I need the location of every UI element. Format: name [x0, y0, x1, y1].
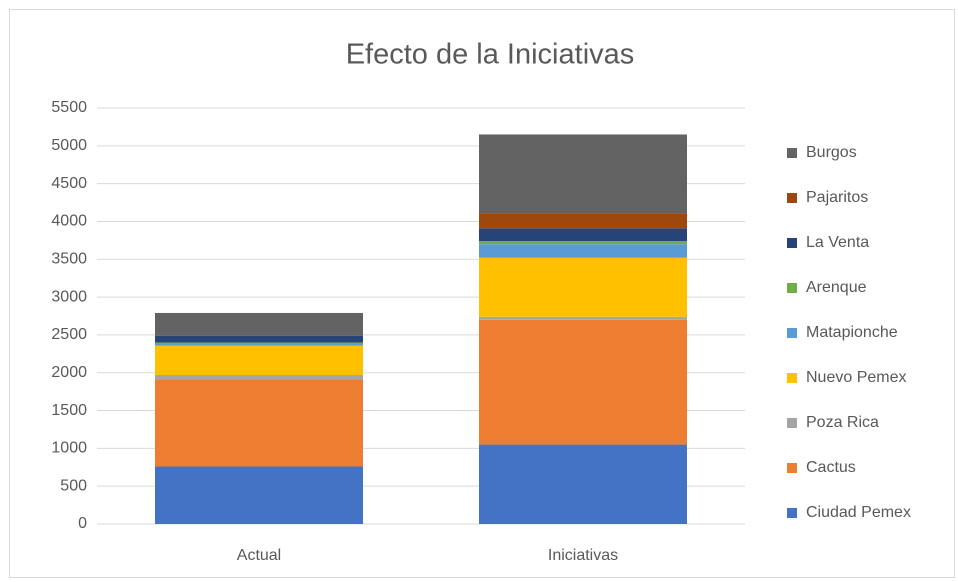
legend-label: Cactus — [806, 459, 856, 476]
bar-segment — [155, 374, 363, 380]
y-tick-label: 0 — [78, 515, 87, 532]
bar-segment — [155, 335, 363, 343]
bar-segment — [155, 343, 363, 346]
legend-label: Poza Rica — [806, 414, 879, 431]
y-tick-label: 2000 — [51, 364, 87, 381]
bar-segment — [155, 342, 363, 344]
legend-label: Burgos — [806, 144, 857, 161]
bar-segment — [479, 444, 687, 524]
legend-swatch — [787, 328, 797, 338]
bar-segment — [155, 466, 363, 524]
chart-title: Efecto de la Iniciativas — [346, 39, 635, 71]
legend-swatch — [787, 463, 797, 473]
y-tick-label: 3500 — [51, 250, 87, 267]
bar-segment — [155, 345, 363, 375]
y-tick-label: 3000 — [51, 288, 87, 305]
y-tick-label: 4000 — [51, 213, 87, 230]
legend-label: Ciudad Pemex — [806, 504, 911, 521]
legend-swatch — [787, 238, 797, 248]
legend-swatch — [787, 418, 797, 428]
bar-segment — [155, 312, 363, 336]
bar-segment — [479, 257, 687, 317]
bar-segment — [479, 316, 687, 320]
legend-swatch — [787, 373, 797, 383]
legend-label: Nuevo Pemex — [806, 369, 907, 386]
bar-segment — [479, 228, 687, 242]
x-tick-label: Actual — [237, 547, 281, 564]
y-tick-label: 1000 — [51, 440, 87, 457]
legend-label: Arenque — [806, 279, 867, 296]
legend-label: La Venta — [806, 234, 869, 251]
y-tick-label: 1500 — [51, 402, 87, 419]
y-tick-label: 2500 — [51, 326, 87, 343]
bar-segment — [479, 319, 687, 445]
y-tick-label: 5500 — [51, 99, 87, 116]
bar-segment — [479, 134, 687, 214]
bar-segment — [479, 213, 687, 229]
bar-segment — [479, 241, 687, 245]
legend-label: Matapionche — [806, 324, 898, 341]
bar-segment — [479, 244, 687, 258]
y-tick-label: 500 — [60, 477, 87, 494]
y-tick-label: 5000 — [51, 137, 87, 154]
legend-swatch — [787, 283, 797, 293]
legend-label: Pajaritos — [806, 189, 868, 206]
legend-swatch — [787, 508, 797, 518]
bar-segment — [155, 379, 363, 467]
legend-swatch — [787, 148, 797, 158]
y-tick-label: 4500 — [51, 175, 87, 192]
x-tick-label: Iniciativas — [548, 547, 618, 564]
legend-swatch — [787, 193, 797, 203]
